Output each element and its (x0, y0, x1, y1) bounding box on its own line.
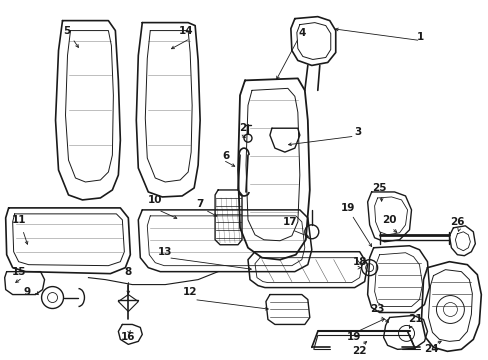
Text: 3: 3 (353, 127, 361, 137)
Text: 19: 19 (340, 203, 354, 213)
Text: 13: 13 (158, 247, 172, 257)
Text: 18: 18 (352, 257, 366, 267)
Text: 16: 16 (121, 332, 135, 342)
Text: 25: 25 (371, 183, 386, 193)
Text: 26: 26 (449, 217, 464, 227)
Text: 10: 10 (148, 195, 162, 205)
Text: 4: 4 (298, 28, 305, 37)
Text: 8: 8 (124, 267, 132, 276)
Text: 11: 11 (11, 215, 26, 225)
Text: 12: 12 (183, 287, 197, 297)
Text: 7: 7 (196, 199, 203, 209)
Text: 24: 24 (423, 345, 438, 354)
Text: 1: 1 (416, 32, 423, 41)
Text: 9: 9 (23, 287, 30, 297)
Text: 19: 19 (346, 332, 360, 342)
Text: 15: 15 (11, 267, 26, 276)
Text: 20: 20 (382, 215, 396, 225)
Text: 2: 2 (239, 123, 246, 133)
Text: 23: 23 (369, 305, 384, 315)
Text: 17: 17 (282, 217, 297, 227)
Text: 5: 5 (63, 26, 70, 36)
Text: 14: 14 (179, 26, 193, 36)
Text: 21: 21 (407, 314, 422, 324)
Text: 22: 22 (352, 346, 366, 356)
Text: 6: 6 (222, 151, 229, 161)
